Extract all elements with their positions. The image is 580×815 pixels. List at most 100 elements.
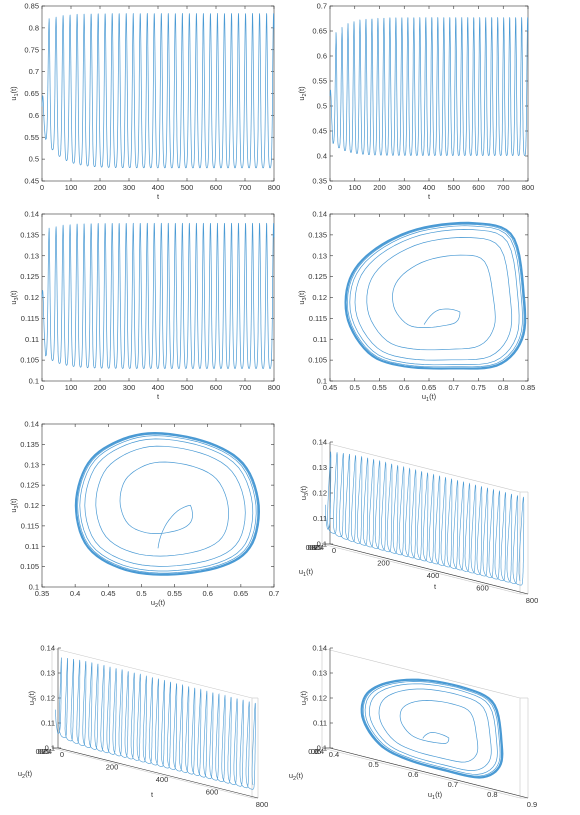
y-tick-label: 0.14 — [24, 210, 39, 219]
x-tick-label: 0.75 — [471, 383, 486, 392]
z-tick-label: 0.14 — [40, 644, 55, 653]
chart-p2: 0 100 200 300 400 500 600 700 800 0.35 0.4 0.45 0.5 0… — [297, 2, 534, 202]
z-tick-label: 0.12 — [40, 694, 55, 703]
y-tick-label: 0.105 — [308, 356, 327, 365]
x-tick-label: 0.7 — [449, 383, 459, 392]
box-edge — [321, 543, 521, 595]
z-tick-label: 0.14 — [312, 438, 327, 447]
y-axis-label: u2(t) — [18, 769, 33, 780]
y-tick-label: 0.45 — [312, 127, 327, 136]
x-tick-label: 0.65 — [234, 589, 249, 598]
y-tick-label: 0.105 — [20, 356, 39, 365]
y-tick-label: 0.4 — [314, 543, 324, 552]
x-tick-label: 400 — [156, 775, 169, 784]
x-tick-label: 0.8 — [487, 790, 497, 799]
y-tick-label: 0.125 — [308, 272, 327, 281]
box-edge — [51, 647, 253, 699]
y-tick-label: 0.11 — [25, 335, 39, 344]
x-tick-label: 500 — [181, 383, 194, 392]
y-tick-label: 0.125 — [20, 272, 39, 281]
x-tick-label: 0.7 — [269, 589, 279, 598]
x-tick-label: 0.5 — [136, 589, 146, 598]
y-tick-label: 0.125 — [20, 481, 39, 490]
limit-cycle — [344, 221, 527, 370]
x-axis-label: u1(t) — [428, 790, 443, 801]
chart-p4: 0.45 0.5 0.55 0.6 0.65 0.7 0.75 0.8 0.85 0.1 0.105… — [297, 210, 535, 404]
y-tick-label: 0.65 — [312, 27, 327, 36]
x-axis-label: t — [428, 192, 431, 201]
x-tick-label: 600 — [476, 584, 489, 593]
y-tick-label: 0.5 — [317, 102, 327, 111]
x-tick-label: 400 — [152, 183, 165, 192]
y-tick-label: 0.115 — [309, 314, 327, 323]
z-tick-label: 0.13 — [312, 669, 327, 678]
y-tick-label: 0.7 — [308, 543, 318, 552]
x-tick-label: 400 — [152, 383, 165, 392]
chart-p7: 0.1 0.11 0.12 0.13 0.14 0 200 400 600 800 0.40.50.… — [18, 644, 268, 810]
chart-p6: 0.1 0.11 0.12 0.13 0.14 0 200 400 600 800 0.40.50.… — [299, 438, 538, 606]
y-tick-label: 0.55 — [24, 133, 39, 142]
y-tick-label: 0.6 — [310, 543, 320, 552]
x-axis-label: t — [151, 790, 154, 799]
x-tick-label: 0.4 — [70, 589, 80, 598]
x-tick-label: 0.9 — [527, 800, 537, 809]
series-line — [41, 13, 275, 169]
box-edge — [321, 747, 521, 799]
z-tick-label: 0.11 — [41, 719, 55, 728]
box-edge — [321, 647, 521, 699]
limit-cycle — [360, 678, 504, 779]
y-tick-label: 0.85 — [24, 2, 39, 11]
y-axis-label: u3(t) — [9, 498, 20, 513]
y-tick-label: 0.1 — [317, 377, 327, 386]
x-tick-label: 0.85 — [521, 383, 536, 392]
y-axis-label: u1(t) — [9, 86, 20, 101]
x-axis-label: u1(t) — [422, 392, 437, 403]
x-axis — [57, 747, 259, 799]
x-tick-label: 0.5 — [350, 383, 360, 392]
series-line — [345, 222, 526, 369]
x-tick-label: 800 — [268, 183, 281, 192]
chart-p8: 0.10.110.120.130.140.40.50.60.70.80.90.4… — [289, 644, 537, 810]
y-tick-label: 0.12 — [24, 293, 39, 302]
x-tick-label: 0.55 — [372, 383, 387, 392]
x-tick-label: 200 — [94, 383, 107, 392]
y-axis-label: u2(t) — [289, 771, 304, 782]
x-tick-label: 0.45 — [101, 589, 116, 598]
x-tick-label: 0 — [60, 750, 64, 759]
box-edge — [51, 747, 253, 799]
y-axis-label: u3(t) — [297, 290, 308, 305]
x-tick-label: 400 — [427, 571, 440, 580]
y-tick-label: 0.1 — [29, 583, 39, 592]
z-axis-label: u3(t) — [27, 690, 38, 705]
x-tick-label: 500 — [447, 183, 460, 192]
x-tick-label: 0.4 — [329, 750, 339, 759]
y-tick-label: 0.5 — [312, 543, 322, 552]
y-tick-label: 0.35 — [312, 177, 327, 186]
y-tick-label: 0.135 — [20, 230, 39, 239]
y-tick-label: 0.135 — [308, 230, 327, 239]
x-tick-label: 300 — [123, 383, 136, 392]
y-tick-label: 0.4 — [42, 747, 52, 756]
box-edge — [321, 441, 521, 493]
y-tick-label: 0.11 — [25, 542, 39, 551]
z-tick-label: 0.12 — [312, 489, 327, 498]
z-tick-label: 0.1 — [45, 744, 55, 753]
y-tick-label: 0.5 — [40, 747, 50, 756]
y-tick-label: 0.14 — [312, 210, 327, 219]
y-tick-label: 0.105 — [20, 562, 39, 571]
x-axis — [329, 543, 529, 595]
z-axis-label: u3(t) — [299, 485, 310, 500]
x-tick-label: 200 — [106, 763, 119, 772]
y-tick-label: 0.115 — [21, 521, 39, 530]
x-tick-label: 400 — [423, 183, 436, 192]
x-tick-label: 700 — [497, 183, 510, 192]
z-tick-label: 0.13 — [312, 463, 327, 472]
x-tick-label: 0.6 — [399, 383, 409, 392]
y-tick-label: 0.55 — [312, 77, 327, 86]
y-tick-label: 0.6 — [317, 52, 327, 61]
x-tick-label: 500 — [181, 183, 194, 192]
x-tick-label: 600 — [206, 788, 219, 797]
y-tick-label: 0.4 — [317, 152, 327, 161]
y-tick-label: 0.12 — [24, 501, 39, 510]
x-tick-label: 700 — [239, 383, 252, 392]
